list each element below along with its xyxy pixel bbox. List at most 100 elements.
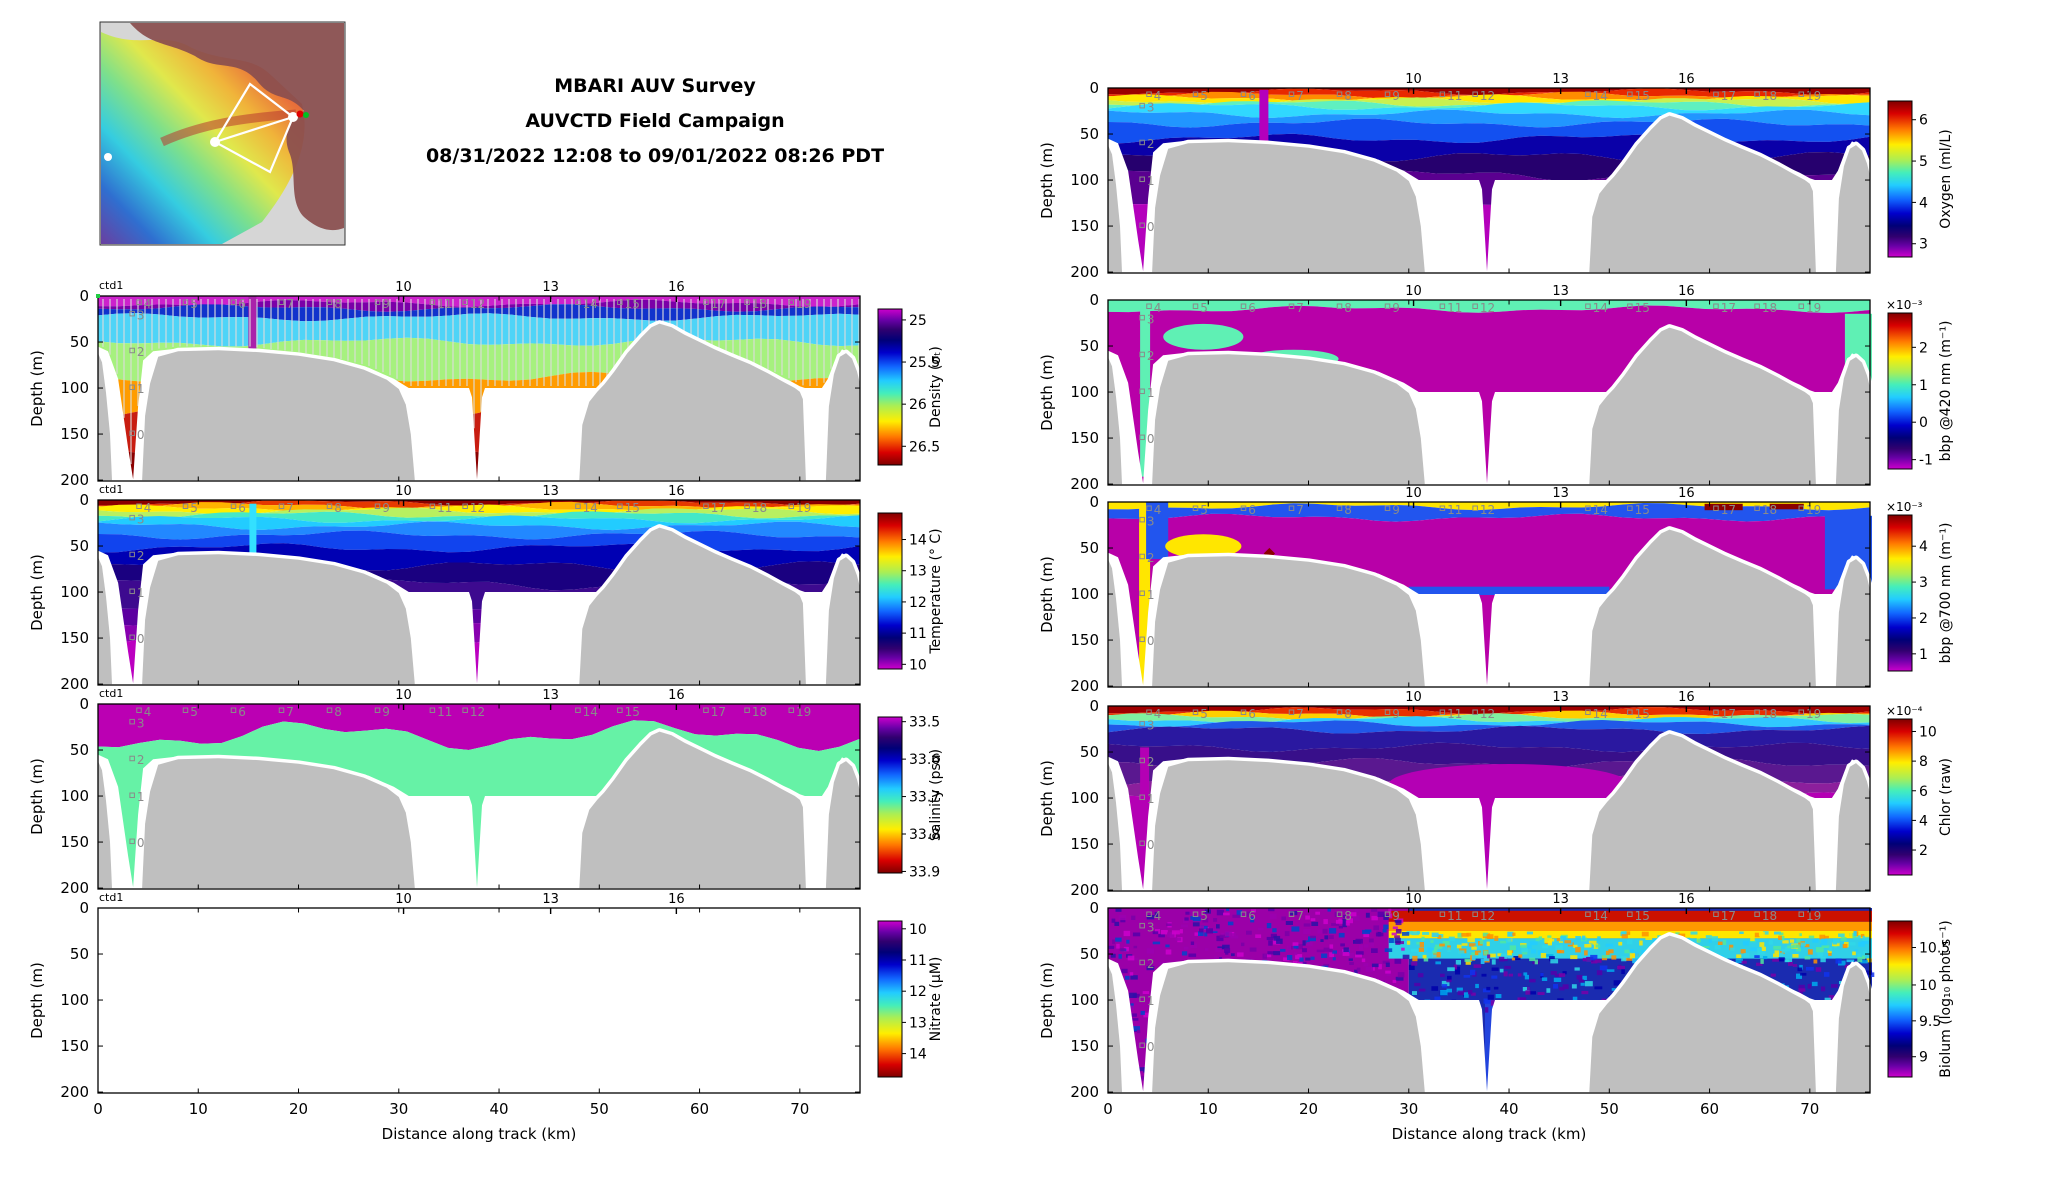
y-tick-label: 100 [1070, 171, 1099, 189]
hour-marker-label: 8 [334, 705, 342, 719]
hour-marker-label: 4 [1154, 503, 1162, 517]
hour-marker-label: 14 [1593, 909, 1608, 923]
y-tick-label: 50 [1080, 337, 1099, 355]
hour-marker-square [1146, 911, 1152, 917]
hour-marker-square [1472, 709, 1478, 715]
seafloor [98, 761, 112, 889]
hour-marker-square [1240, 303, 1247, 309]
hour-marker-label: 12 [470, 705, 485, 719]
colorbar-tick-label: 3 [1919, 237, 1928, 253]
hour-marker-square [1192, 709, 1199, 715]
hour-marker-label: 5 [190, 297, 198, 311]
hour-marker-square [1139, 590, 1145, 597]
hour-marker-label: 7 [286, 501, 294, 515]
colorbar-axis-label: Chlor (raw) [1938, 758, 1954, 836]
y-tick-label: 100 [1070, 383, 1099, 401]
hour-marker-square [129, 755, 135, 762]
hour-marker-square [1585, 911, 1591, 917]
y-tick-label: 100 [1070, 585, 1099, 603]
hour-marker-label: 4 [1154, 909, 1162, 923]
hour-marker-label: 0 [1147, 838, 1155, 852]
hour-marker-label: 7 [1296, 301, 1304, 315]
hour-marker-label: 0 [1147, 634, 1155, 648]
hour-marker-square [278, 503, 285, 509]
y-tick-label: 200 [1070, 881, 1099, 899]
seafloor [825, 761, 860, 889]
hour-marker-square [462, 503, 468, 509]
hour-marker-label: 18 [1762, 301, 1777, 315]
hour-marker-label: 5 [1200, 707, 1208, 721]
hour-marker-square [230, 503, 237, 509]
hour-marker-square [1139, 840, 1145, 847]
hour-marker-square [1240, 91, 1247, 97]
hour-marker-label: 6 [1248, 503, 1256, 517]
hour-label-above: 13 [542, 280, 559, 295]
hour-marker-label: 8 [334, 501, 342, 515]
hour-marker-label: 12 [470, 501, 485, 515]
x-tick-label: 20 [1299, 1100, 1318, 1118]
y-axis-label: Depth (m) [1038, 354, 1056, 431]
seafloor [1152, 142, 1425, 273]
hour-marker-square [1713, 709, 1719, 715]
y-tick-label: 200 [1070, 263, 1099, 281]
hour-marker-label: 8 [1344, 909, 1352, 923]
y-tick-label: 150 [60, 425, 89, 443]
hour-marker-label: 9 [382, 501, 390, 515]
hour-marker-label: 19 [1806, 89, 1821, 103]
hour-label-above: 16 [1678, 486, 1695, 501]
seafloor [1835, 763, 1870, 891]
hour-marker-label: 11 [1447, 301, 1462, 315]
seafloor [1152, 760, 1425, 891]
hour-marker-square [1585, 303, 1591, 309]
colorbar-tick-label: 2 [1919, 611, 1928, 627]
hour-marker-label: 1 [137, 790, 145, 804]
colorbar-tick-label: 10 [909, 922, 927, 938]
hour-label-above: 13 [542, 892, 559, 907]
y-tick-label: 150 [1070, 429, 1099, 447]
seafloor [1152, 354, 1425, 485]
colorbar-multiplier: ×10⁻³ [1886, 500, 1923, 514]
hour-marker-label: 0 [137, 632, 145, 646]
hour-marker-label: 15 [1635, 909, 1650, 923]
hour-marker-square [1192, 505, 1199, 511]
hour-marker-label: 19 [796, 705, 811, 719]
seafloor [579, 323, 806, 481]
colorbar-tick-label: 13 [909, 1015, 927, 1031]
hour-marker-label: 1 [137, 586, 145, 600]
colorbar-tick-label: 10 [909, 657, 927, 673]
hour-marker-label: 12 [1480, 707, 1495, 721]
hour-label-above: 10 [1405, 486, 1422, 501]
hour-marker-square [744, 299, 750, 305]
hour-label-above: 16 [1678, 284, 1695, 299]
hour-marker-label: 17 [1721, 301, 1736, 315]
hour-marker-label: 19 [1806, 909, 1821, 923]
y-tick-label: 50 [1080, 539, 1099, 557]
plot-frame [1107, 87, 1871, 274]
seafloor [1108, 763, 1122, 891]
hour-marker-label: 4 [144, 297, 152, 311]
hour-marker-square [1192, 303, 1199, 309]
hour-marker-square [374, 503, 381, 509]
hour-marker-label: 9 [1392, 503, 1400, 517]
y-axis-label: Depth (m) [1038, 142, 1056, 219]
y-axis-label: Depth (m) [1038, 760, 1056, 837]
hour-marker-label: 8 [1344, 301, 1352, 315]
hour-marker-square [1627, 709, 1633, 715]
figure-title-line2: AUVCTD Field Campaign [525, 110, 784, 132]
colorbar-salinity: 33.5 33.6 33.7 33.8 33.9 Salinity (psu) [877, 715, 944, 880]
hour-marker-label: 12 [1480, 89, 1495, 103]
seafloor [1108, 357, 1122, 485]
hour-marker-square [1627, 505, 1633, 511]
hour-marker-square [230, 299, 237, 305]
hour-marker-square [788, 299, 795, 305]
hour-marker-square [1627, 911, 1633, 917]
hour-marker-square [1439, 911, 1446, 917]
hour-marker-label: 14 [583, 501, 598, 515]
colorbar-gradient [1887, 718, 1913, 876]
hour-marker-label: 2 [1147, 349, 1155, 363]
colorbar-tick-label: 8 [1919, 754, 1928, 770]
colorbar-tick-label: 10 [1919, 724, 1937, 740]
hour-marker-square [429, 707, 436, 713]
hour-marker-square [129, 347, 135, 354]
panel-subtitle: ctd1 [99, 891, 123, 904]
